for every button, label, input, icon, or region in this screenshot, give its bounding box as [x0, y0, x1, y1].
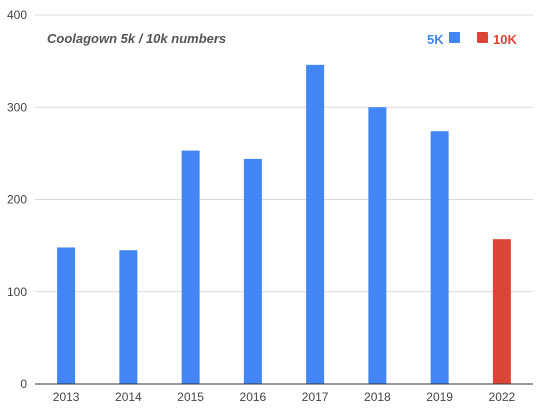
y-tick-label: 100 [7, 285, 27, 299]
legend-label-5k: 5K [427, 32, 444, 47]
x-tick-label: 2022 [489, 390, 516, 404]
legend: 5K 10K [427, 32, 517, 47]
chart-title: Coolagown 5k / 10k numbers [47, 31, 226, 46]
y-tick-label: 200 [7, 193, 27, 207]
x-tick-label: 2018 [364, 390, 391, 404]
x-axis-ticks: 2013 2014 2015 2016 2017 2018 2019 2022 [53, 390, 516, 404]
x-tick-label: 2016 [240, 390, 267, 404]
bar-5k-2017 [306, 64, 325, 384]
y-tick-label: 300 [7, 100, 27, 114]
x-tick-label: 2015 [177, 390, 204, 404]
bars [57, 64, 511, 384]
bar-5k-2018 [368, 107, 387, 384]
x-tick-label: 2019 [426, 390, 453, 404]
legend-swatch-10k [477, 32, 488, 43]
y-tick-label: 0 [20, 377, 27, 391]
x-tick-label: 2014 [115, 390, 142, 404]
bar-10k-2022 [492, 239, 511, 384]
bar-5k-2019 [430, 131, 449, 384]
gridlines [35, 14, 533, 293]
bar-5k-2013 [57, 247, 76, 384]
bar-5k-2014 [119, 250, 138, 384]
legend-swatch-5k [449, 32, 460, 43]
legend-label-10k: 10K [493, 32, 517, 47]
x-tick-label: 2013 [53, 390, 80, 404]
y-tick-label: 400 [7, 8, 27, 22]
bar-5k-2016 [243, 158, 262, 384]
y-axis-ticks: 0 100 200 300 400 [7, 8, 27, 391]
bar-5k-2015 [181, 150, 200, 384]
x-tick-label: 2017 [302, 390, 329, 404]
